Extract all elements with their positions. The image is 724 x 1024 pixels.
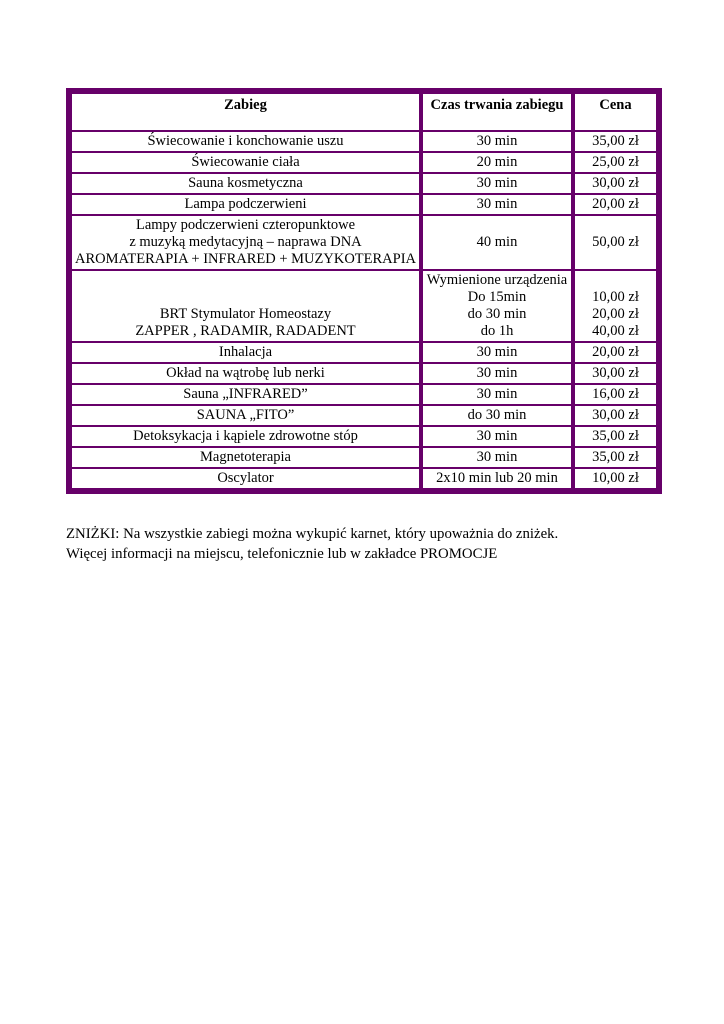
table-row: Świecowanie ciała 20 min 25,00 zł (67, 151, 661, 174)
footer-line-1: ZNIŻKI: Na wszystkie zabiegi można wykup… (66, 526, 559, 542)
cell-zabieg: Okład na wątrobę lub nerki (67, 362, 423, 385)
cell-czas: 30 min (419, 193, 575, 216)
cell-cena: 30,00 zł (571, 404, 661, 427)
cell-czas: 30 min (419, 341, 575, 364)
cell-czas: 30 min (419, 362, 575, 385)
cell-zabieg: Lampa podczerwieni (67, 193, 423, 216)
cell-czas: 30 min (419, 425, 575, 448)
cell-zabieg: Magnetoterapia (67, 446, 423, 469)
cell-cena: 10,00 zł 20,00 zł 40,00 zł (571, 269, 661, 343)
header-cena: Cena (571, 90, 661, 132)
table-row: Inhalacja 30 min 20,00 zł (67, 341, 661, 364)
cell-cena: 10,00 zł (571, 467, 661, 492)
cell-czas: Wymienione urządzenia Do 15min do 30 min… (419, 269, 575, 343)
cell-zabieg: SAUNA „FITO” (67, 404, 423, 427)
cell-zabieg: Lampy podczerwieni czteropunktowe z muzy… (67, 214, 423, 271)
table-header-row: Zabieg Czas trwania zabiegu Cena (67, 90, 661, 132)
price-table: Zabieg Czas trwania zabiegu Cena Świecow… (66, 88, 662, 494)
cell-czas: 30 min (419, 172, 575, 195)
cell-czas: 30 min (419, 383, 575, 406)
cell-cena: 35,00 zł (571, 425, 661, 448)
cell-cena: 35,00 zł (571, 130, 661, 153)
footer-note: ZNIŻKI: Na wszystkie zabiegi można wykup… (66, 524, 646, 564)
cell-czas: 30 min (419, 130, 575, 153)
cell-cena: 16,00 zł (571, 383, 661, 406)
cell-cena: 30,00 zł (571, 362, 661, 385)
table-row: Okład na wątrobę lub nerki 30 min 30,00 zł (67, 362, 661, 385)
cell-czas: do 30 min (419, 404, 575, 427)
footer-line-2: Więcej informacji na miejscu, telefonicz… (66, 546, 498, 562)
table-row: Świecowanie i konchowanie uszu 30 min 35,0… (67, 130, 661, 153)
table-row: Magnetoterapia 30 min 35,00 zł (67, 446, 661, 469)
cell-zabieg: Sauna kosmetyczna (67, 172, 423, 195)
cell-czas: 40 min (419, 214, 575, 271)
table-row: Lampa podczerwieni 30 min 20,00 zł (67, 193, 661, 216)
table-row: Sauna „INFRARED” 30 min 16,00 zł (67, 383, 661, 406)
cell-zabieg: Świecowanie i konchowanie uszu (67, 130, 423, 153)
cell-cena: 50,00 zł (571, 214, 661, 271)
table-row: SAUNA „FITO” do 30 min 30,00 zł (67, 404, 661, 427)
table-row: Lampy podczerwieni czteropunktowe z muzy… (67, 214, 661, 271)
header-zabieg: Zabieg (67, 90, 423, 132)
cell-czas: 30 min (419, 446, 575, 469)
header-czas: Czas trwania zabiegu (419, 90, 575, 132)
price-table-body: Świecowanie i konchowanie uszu 30 min 35,0… (67, 130, 661, 492)
cell-czas: 20 min (419, 151, 575, 174)
cell-zabieg: Sauna „INFRARED” (67, 383, 423, 406)
cell-zabieg: Inhalacja (67, 341, 423, 364)
cell-cena: 20,00 zł (571, 193, 661, 216)
table-row: BRT Stymulator Homeostazy ZAPPER , RADAM… (67, 269, 661, 343)
table-row: Oscylator 2x10 min lub 20 min 10,00 zł (67, 467, 661, 492)
table-row: Detoksykacja i kąpiele zdrowotne stóp 30 … (67, 425, 661, 448)
table-row: Sauna kosmetyczna 30 min 30,00 zł (67, 172, 661, 195)
cell-cena: 20,00 zł (571, 341, 661, 364)
cell-czas: 2x10 min lub 20 min (419, 467, 575, 492)
cell-cena: 25,00 zł (571, 151, 661, 174)
cell-cena: 30,00 zł (571, 172, 661, 195)
cell-zabieg: Detoksykacja i kąpiele zdrowotne stóp (67, 425, 423, 448)
cell-zabieg: BRT Stymulator Homeostazy ZAPPER , RADAM… (67, 269, 423, 343)
cell-zabieg: Świecowanie ciała (67, 151, 423, 174)
cell-zabieg: Oscylator (67, 467, 423, 492)
cell-cena: 35,00 zł (571, 446, 661, 469)
